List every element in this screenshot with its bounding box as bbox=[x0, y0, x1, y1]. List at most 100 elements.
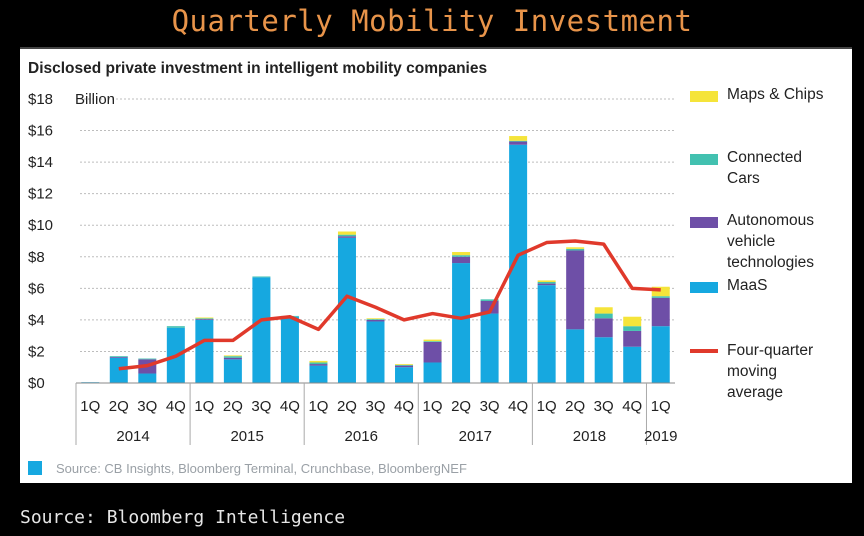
x-tick-label: 1Q bbox=[423, 398, 443, 415]
x-tick-label: 1Q bbox=[651, 398, 671, 415]
y-tick-label: $14 bbox=[28, 154, 53, 171]
investment-chart: Disclosed private investment in intellig… bbox=[28, 60, 824, 476]
x-tick-label: 4Q bbox=[622, 398, 642, 415]
bar-segment bbox=[309, 362, 328, 365]
chart-source-note: Source: CB Insights, Bloomberg Terminal,… bbox=[56, 461, 467, 476]
bar-segment bbox=[509, 144, 528, 383]
y-tick-label: $16 bbox=[28, 123, 53, 140]
bar-segment bbox=[337, 237, 356, 383]
y-tick-label: $2 bbox=[28, 343, 45, 360]
bar-segment bbox=[423, 339, 442, 342]
source-footer: Source: Bloomberg Intelligence bbox=[20, 507, 346, 528]
x-tick-label: 4Q bbox=[508, 398, 528, 415]
bar-segment bbox=[366, 319, 385, 322]
x-year-label: 2019 bbox=[644, 428, 677, 445]
legend-label: MaaS bbox=[727, 277, 768, 294]
bar-segment bbox=[109, 357, 128, 383]
bar-segment bbox=[309, 364, 328, 366]
x-tick-label: 4Q bbox=[394, 398, 414, 415]
legend-label: Connected Cars bbox=[727, 149, 802, 187]
y-unit-label: Billion bbox=[75, 91, 115, 108]
bar-segment bbox=[395, 364, 414, 366]
bar-segment bbox=[366, 321, 385, 383]
legend-swatch bbox=[690, 154, 718, 165]
bar-segment bbox=[223, 359, 242, 383]
bar-segment bbox=[623, 330, 642, 347]
bar-segment bbox=[623, 316, 642, 327]
bar-segment bbox=[195, 319, 214, 383]
bar-segment bbox=[423, 362, 442, 383]
legend-label: Maps & Chips bbox=[727, 86, 824, 103]
bar-segment bbox=[337, 234, 356, 237]
y-tick-label: $6 bbox=[28, 280, 45, 297]
bar-segment bbox=[280, 316, 299, 383]
legend-swatch bbox=[690, 217, 718, 228]
bar-segment bbox=[366, 319, 385, 320]
bar-segment bbox=[195, 318, 214, 320]
bar-segment bbox=[138, 358, 157, 360]
bar-segment bbox=[594, 318, 613, 338]
bar-segment bbox=[537, 282, 556, 284]
x-tick-label: 2Q bbox=[109, 398, 129, 415]
y-tick-label: $10 bbox=[28, 217, 53, 234]
legend-label: Autonomous vehicle technologies bbox=[727, 212, 814, 271]
x-tick-label: 3Q bbox=[365, 398, 385, 415]
bar-segment bbox=[594, 337, 613, 383]
bar-segment bbox=[452, 263, 471, 383]
bar-segment bbox=[566, 247, 585, 249]
bar-segment bbox=[623, 346, 642, 383]
bar-segment bbox=[566, 248, 585, 251]
bar-segment bbox=[395, 365, 414, 368]
bar-segment bbox=[195, 319, 214, 320]
x-tick-label: 2Q bbox=[565, 398, 585, 415]
bar-segment bbox=[480, 313, 499, 383]
bar-segment bbox=[138, 373, 157, 383]
bar-segment bbox=[594, 313, 613, 319]
bar-segment bbox=[423, 341, 442, 363]
bar-segment bbox=[309, 360, 328, 363]
y-tick-label: $18 bbox=[28, 91, 53, 108]
bar-segment bbox=[623, 326, 642, 331]
bar-segment bbox=[651, 326, 670, 383]
bar-segment bbox=[223, 356, 242, 358]
bar-segment bbox=[509, 140, 528, 142]
x-tick-label: 1Q bbox=[308, 398, 328, 415]
page-title: Quarterly Mobility Investment bbox=[171, 4, 693, 38]
bar-segment bbox=[223, 355, 242, 357]
x-year-label: 2017 bbox=[459, 428, 492, 445]
bar-segment bbox=[651, 296, 670, 298]
bar-segment bbox=[566, 329, 585, 383]
legend-swatch bbox=[690, 91, 718, 102]
bar-segment bbox=[651, 286, 670, 297]
bar-segment bbox=[452, 252, 471, 256]
bar-segment bbox=[423, 341, 442, 342]
y-tick-label: $8 bbox=[28, 249, 45, 266]
x-tick-label: 4Q bbox=[166, 398, 186, 415]
y-tick-label: $0 bbox=[28, 375, 45, 392]
x-tick-label: 4Q bbox=[280, 398, 300, 415]
bar-segment bbox=[109, 356, 128, 358]
bar-segment bbox=[337, 231, 356, 235]
bar-segment bbox=[395, 364, 414, 365]
bar-segment bbox=[452, 255, 471, 257]
bar-segment bbox=[452, 256, 471, 264]
bar-segment bbox=[366, 318, 385, 320]
bar-segment bbox=[223, 357, 242, 360]
x-tick-label: 1Q bbox=[537, 398, 557, 415]
y-tick-label: $12 bbox=[28, 186, 53, 203]
bar-segment bbox=[537, 280, 556, 283]
x-year-label: 2018 bbox=[573, 428, 606, 445]
bar-segment bbox=[252, 277, 271, 383]
bar-segment bbox=[309, 365, 328, 383]
bar-segment bbox=[252, 276, 271, 278]
bar-segment bbox=[509, 136, 528, 141]
bar-segment bbox=[537, 283, 556, 286]
x-year-label: 2016 bbox=[345, 428, 378, 445]
x-tick-label: 3Q bbox=[480, 398, 500, 415]
x-tick-label: 2Q bbox=[451, 398, 471, 415]
chart-panel: Disclosed private investment in intellig… bbox=[20, 47, 852, 483]
bar-segment bbox=[566, 250, 585, 330]
bar-segment bbox=[337, 236, 356, 238]
x-tick-label: 3Q bbox=[251, 398, 271, 415]
legend-label: Four-quarter moving average bbox=[727, 342, 813, 401]
